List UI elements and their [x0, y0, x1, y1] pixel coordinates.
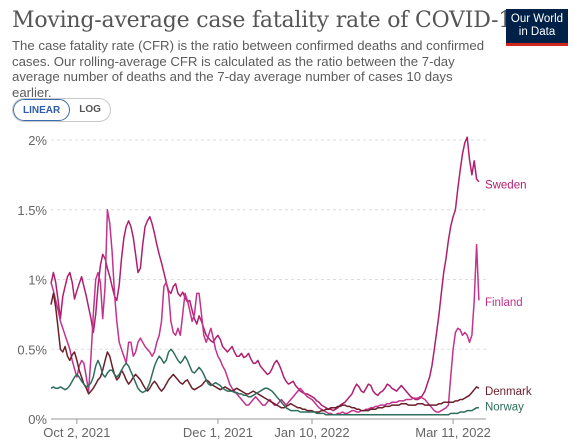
grid-lines [51, 139, 486, 424]
series-line-finland[interactable] [50, 209, 480, 416]
x-tick-label: Dec 1, 2021 [183, 425, 253, 440]
series-line-norway[interactable] [50, 348, 479, 416]
x-tick-label: Jan 10, 2022 [274, 425, 349, 440]
series-label-sweden: Sweden [485, 180, 527, 192]
y-tick-label: 0.5% [17, 342, 47, 357]
linear-scale-button[interactable]: LINEAR [13, 99, 71, 121]
logo-underline [506, 43, 568, 46]
logo-line-1: Our World [510, 13, 564, 25]
series-lines [50, 136, 480, 416]
owid-logo[interactable]: Our World in Data [506, 9, 568, 46]
log-scale-button[interactable]: LOG [79, 104, 101, 115]
x-tick-label: Oct 2, 2021 [43, 425, 110, 440]
chart-title: Moving-average case fatality rate of COV… [12, 8, 526, 33]
y-tick-labels: 0% 0.5% 1% 1.5% 2% [17, 133, 47, 427]
x-tick-labels: Oct 2, 2021 Dec 1, 2021 Jan 10, 2022 Mar 11… [43, 425, 491, 440]
chart-subtitle: The case fatality rate (CFR) is the rati… [12, 38, 485, 100]
y-tick-label: 0% [28, 412, 47, 427]
series-line-denmark[interactable] [50, 292, 480, 413]
x-tick-label: Mar 11, 2022 [415, 425, 491, 440]
series-label-finland: Finland [485, 297, 523, 309]
y-tick-label: 2% [28, 133, 47, 148]
series-labels: Sweden Finland Denmark Norway [485, 180, 532, 414]
y-tick-label: 1.5% [17, 203, 47, 218]
y-tick-label: 1% [28, 273, 47, 288]
scale-toggle[interactable]: LINEAR LOG [12, 98, 111, 122]
logo-line-2: in Data [518, 26, 556, 38]
series-line-sweden[interactable] [50, 136, 480, 412]
series-label-norway: Norway [485, 401, 524, 413]
series-label-denmark: Denmark [485, 386, 532, 398]
